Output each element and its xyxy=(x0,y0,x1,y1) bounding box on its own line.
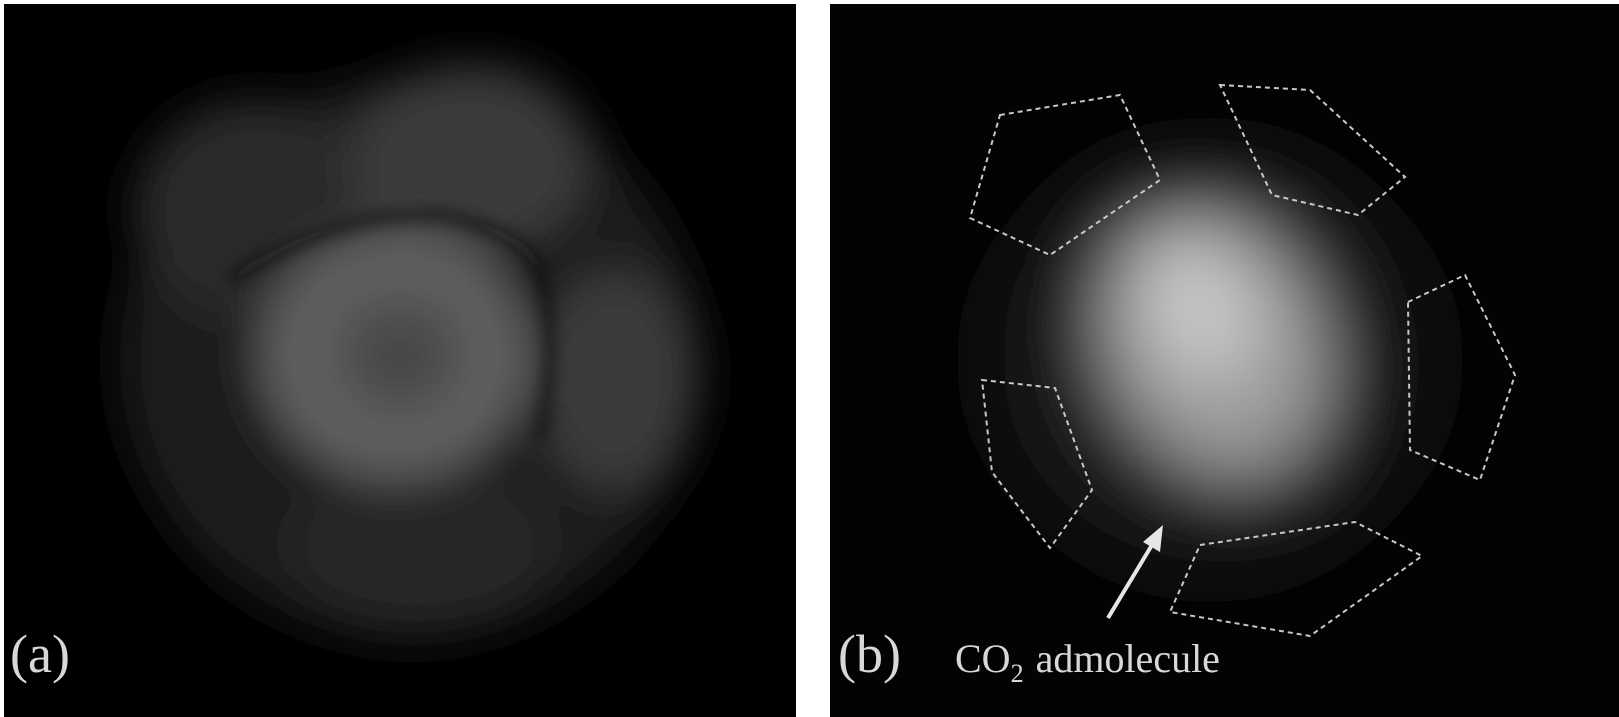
annotation-main: CO xyxy=(955,636,1011,681)
panel-label: (a) xyxy=(10,624,70,684)
annotation-rest: admolecule xyxy=(1036,636,1220,681)
page: {"panels": [ {"label": "(a)"}, {"label":… xyxy=(0,0,1619,717)
annotation: CO2 admolecule xyxy=(955,636,1220,688)
figure: (a) (b) CO2 admolecule xyxy=(0,0,1619,717)
panel-a: (a) xyxy=(4,4,796,717)
panel-label: (b) xyxy=(838,624,901,684)
panel-b: (b) CO2 admolecule xyxy=(830,4,1619,717)
annotation-sub: 2 xyxy=(1011,659,1024,688)
